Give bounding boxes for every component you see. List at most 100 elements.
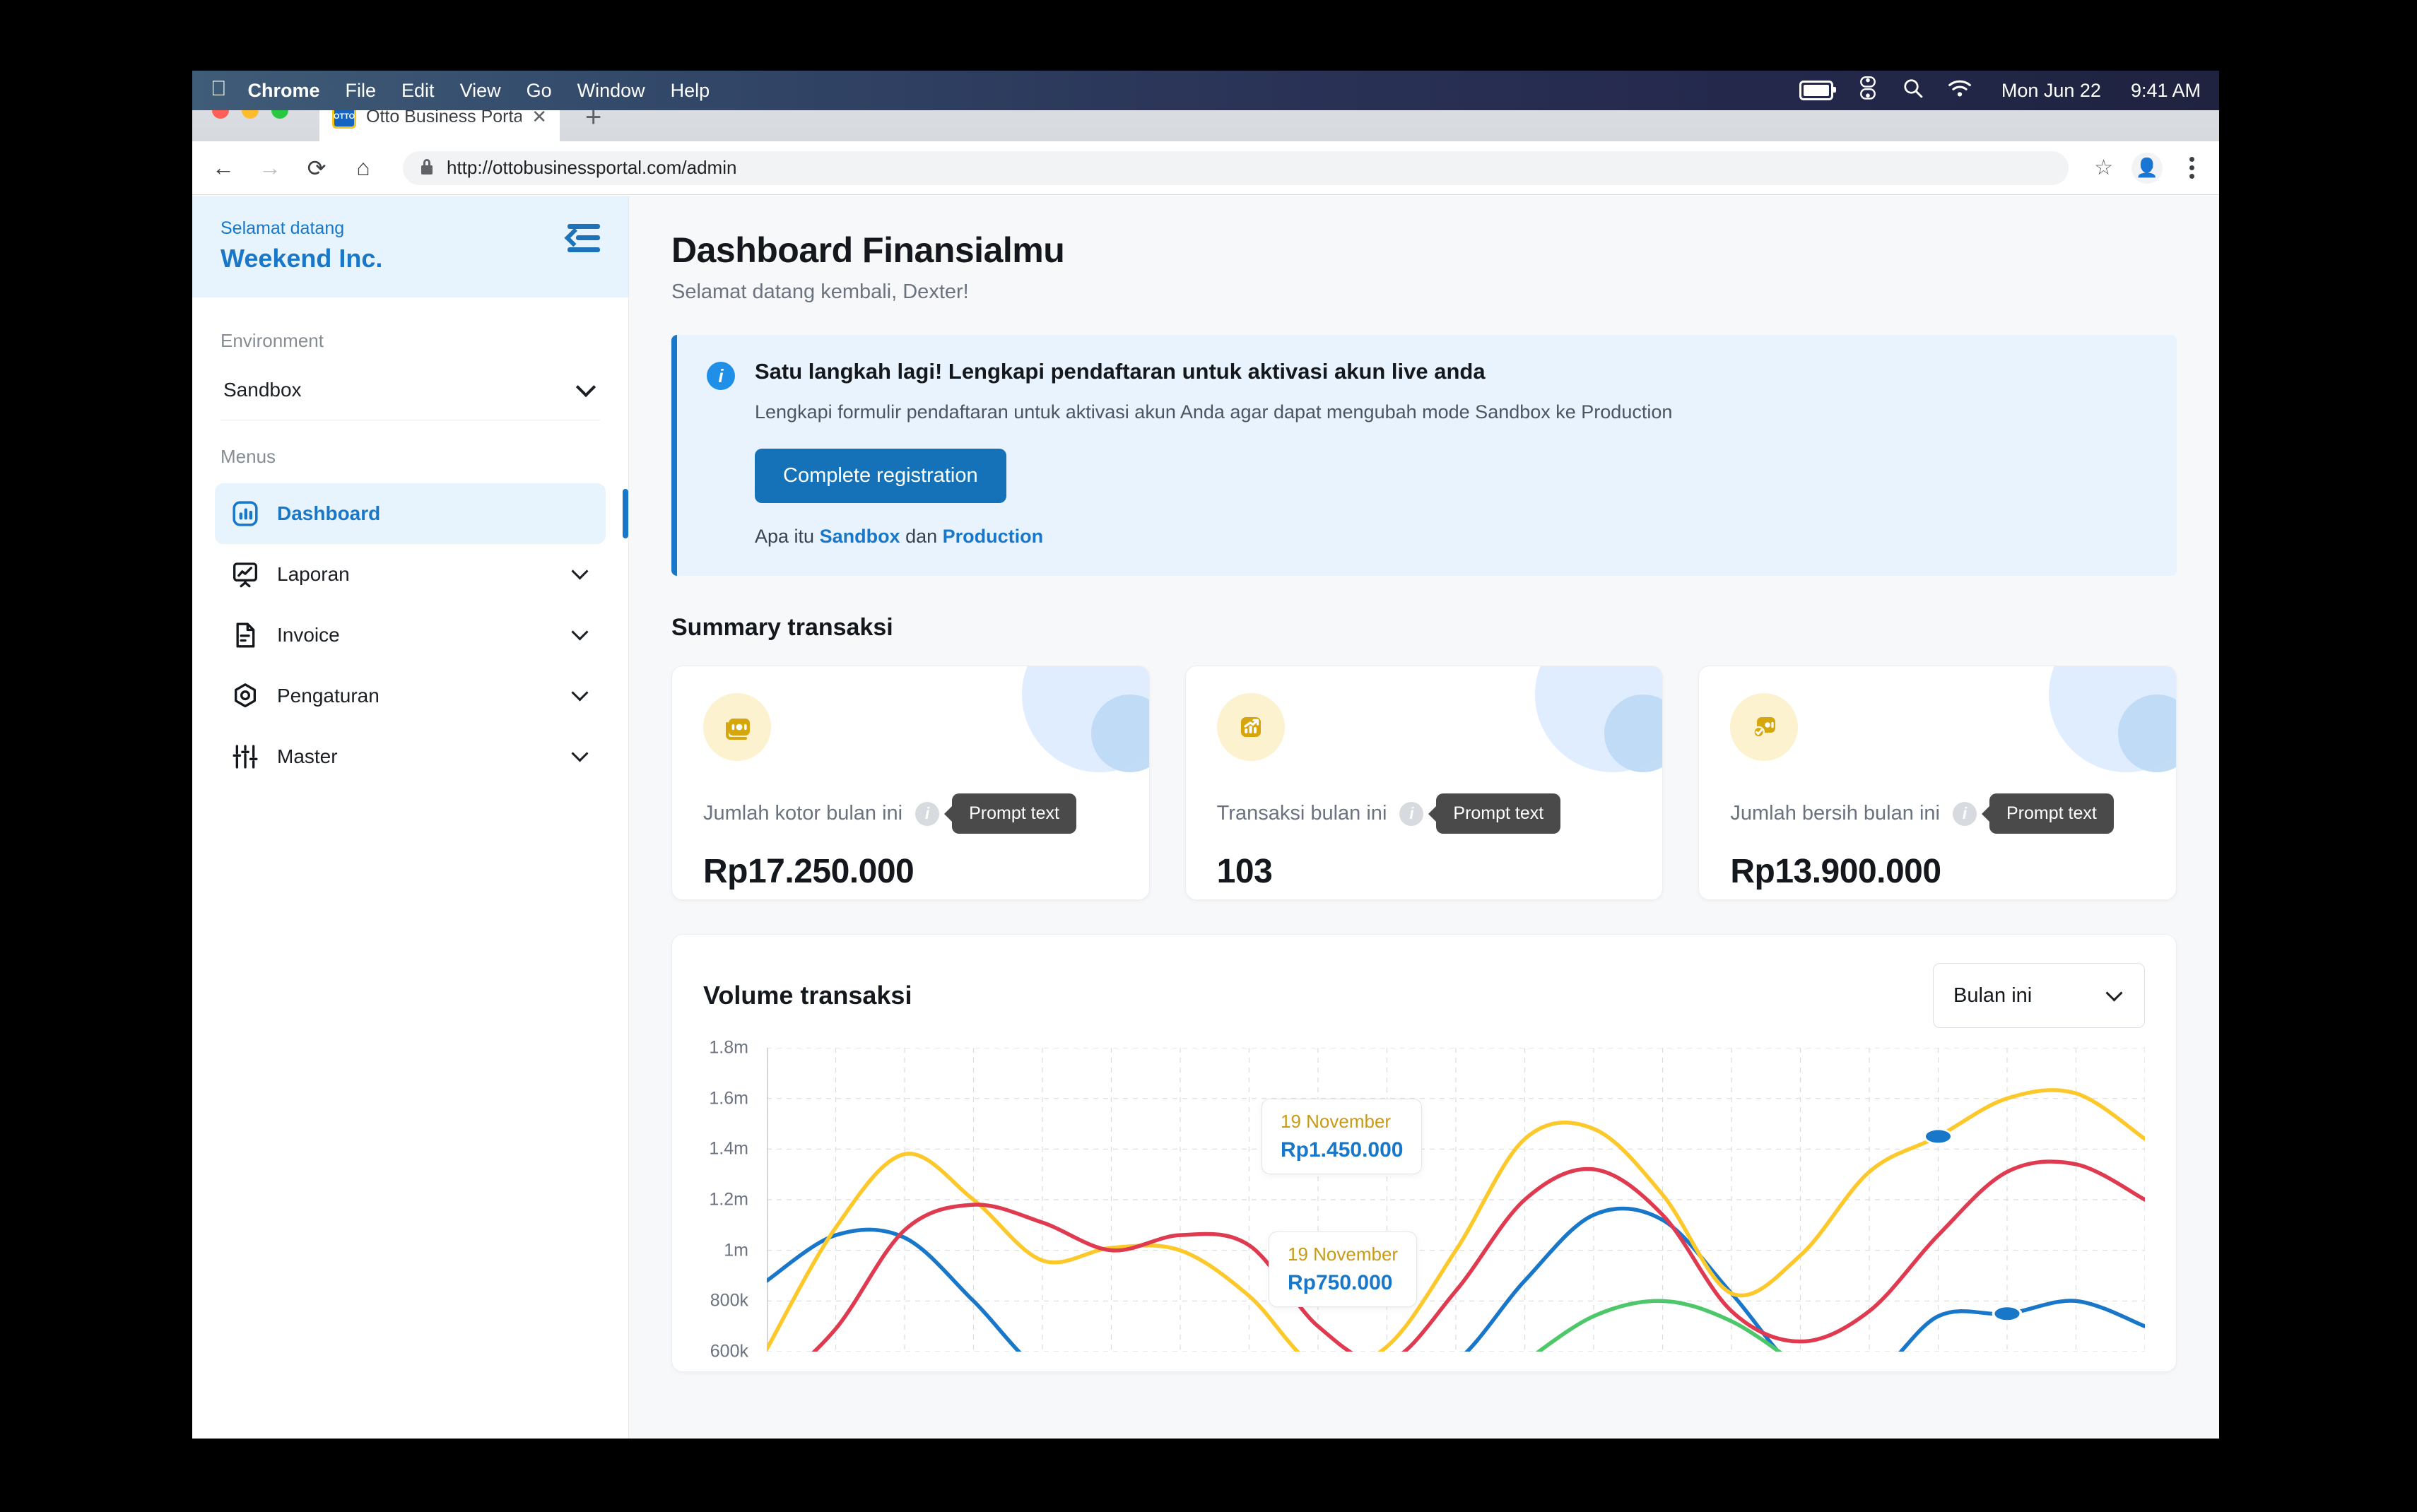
- alert-title: Satu langkah lagi! Lengkapi pendaftaran …: [755, 359, 1486, 384]
- sidebar-environment-label: Environment: [220, 329, 324, 351]
- close-tab-icon[interactable]: ✕: [531, 105, 547, 127]
- card-value: Rp13.900.000: [1730, 853, 1941, 890]
- chart-y-tick: 1m: [724, 1240, 748, 1260]
- favicon-label: OTTO: [333, 112, 355, 121]
- bookmark-star-icon[interactable]: ☆: [2094, 156, 2113, 179]
- chevron-down-icon: [571, 745, 589, 762]
- summary-cards: Jumlah kotor bulan ini i Prompt text Rp1…: [671, 666, 2177, 900]
- chevron-down-icon: [575, 377, 596, 397]
- sidebar-item-dashboard[interactable]: Dashboard: [215, 483, 628, 544]
- menu-item-file[interactable]: File: [329, 79, 377, 101]
- home-icon[interactable]: ⌂: [356, 155, 370, 180]
- chart-body: 1.8m 1.6m 1.4m 1.2m 1m 800k 600k 19 November R…: [703, 1038, 2145, 1352]
- macos-menu-bar:  Chrome File Edit View Go Window Help M…: [192, 71, 2219, 110]
- collapse-sidebar-icon[interactable]: [564, 224, 600, 252]
- registration-alert: i Satu langkah lagi! Lengkapi pendaftara…: [671, 335, 2177, 576]
- card-label-row: Jumlah bersih bulan ini i Prompt text: [1730, 793, 2145, 834]
- info-icon[interactable]: i: [1952, 801, 1977, 826]
- complete-registration-button[interactable]: Complete registration: [755, 449, 1006, 503]
- menu-item-window[interactable]: Window: [561, 79, 645, 101]
- chart-range-select[interactable]: Bulan ini: [1933, 963, 2145, 1028]
- new-tab-button[interactable]: +: [585, 102, 602, 133]
- card-label: Transaksi bulan ini: [1216, 802, 1387, 825]
- card-label-row: Jumlah kotor bulan ini i Prompt text: [703, 793, 1118, 834]
- sandbox-link[interactable]: Sandbox: [819, 526, 900, 547]
- card-label: Jumlah kotor bulan ini: [703, 802, 903, 825]
- url-text: http://ottobusinessportal.com/admin: [447, 157, 737, 178]
- search-icon[interactable]: [1903, 78, 1924, 104]
- menu-item-view[interactable]: View: [444, 79, 501, 101]
- chart-y-tick: 800k: [710, 1290, 748, 1311]
- info-icon[interactable]: i: [1399, 801, 1424, 826]
- chart-y-tick: 1.6m: [709, 1088, 748, 1109]
- menubar-time: 9:41 AM: [2130, 79, 2201, 101]
- sidebar-menu-list: Dashboard Laporan Invoice: [192, 483, 628, 787]
- browser-toolbar: ← → ⟳ ⌂ http://ottobusinessportal.com/ad…: [192, 141, 2219, 195]
- sliders-icon: [230, 742, 260, 772]
- tooltip: Prompt text: [1436, 793, 1561, 834]
- chevron-down-icon: [571, 623, 589, 641]
- card-label-row: Transaksi bulan ini i Prompt text: [1217, 793, 1632, 834]
- reload-icon[interactable]: ⟳: [307, 155, 327, 181]
- chart-range-value: Bulan ini: [1953, 984, 2033, 1007]
- battery-icon[interactable]: [1799, 81, 1836, 100]
- page-content: Selamat datang Weekend Inc. Environment …: [192, 196, 2219, 1439]
- address-bar[interactable]: http://ottobusinessportal.com/admin: [403, 150, 2069, 185]
- card-label: Jumlah bersih bulan ini: [1730, 802, 1940, 825]
- chevron-down-icon: [571, 684, 589, 702]
- decorative-blob: [1090, 695, 1149, 772]
- menu-item-edit[interactable]: Edit: [385, 79, 435, 101]
- tooltip-value: Rp750.000: [1288, 1271, 1393, 1294]
- control-center-icon[interactable]: [1857, 76, 1878, 105]
- chart-header: Volume transaksi Bulan ini: [703, 963, 2145, 1028]
- info-icon[interactable]: i: [915, 801, 940, 826]
- sidebar-item-label: Invoice: [277, 623, 340, 646]
- decorative-blob: [2118, 695, 2177, 772]
- back-arrow-icon[interactable]: ←: [212, 155, 235, 180]
- menubar-status-area: Mon Jun 22 9:41 AM: [1799, 76, 2201, 105]
- sidebar-item-master[interactable]: Master: [215, 726, 606, 787]
- sidebar: Selamat datang Weekend Inc. Environment …: [192, 196, 629, 1439]
- sidebar-item-invoice[interactable]: Invoice: [215, 605, 606, 666]
- profile-avatar-icon[interactable]: 👤: [2131, 152, 2163, 184]
- wifi-icon[interactable]: [1948, 79, 1972, 102]
- tooltip: Prompt text: [952, 793, 1076, 834]
- environment-select[interactable]: Sandbox: [220, 373, 600, 420]
- alert-footer-prefix: Apa itu: [755, 526, 820, 547]
- menu-item-help[interactable]: Help: [654, 79, 710, 101]
- card-inner: Transaksi bulan ini i Prompt text 103: [1186, 666, 1663, 899]
- alert-body: Satu langkah lagi! Lengkapi pendaftaran …: [755, 359, 1672, 548]
- sidebar-welcome-text: Selamat datang: [220, 218, 345, 238]
- sidebar-item-pengaturan[interactable]: Pengaturan: [215, 666, 606, 726]
- volume-chart-card: Volume transaksi Bulan ini 1.8m 1.6m 1.4m 1…: [671, 934, 2177, 1372]
- chart-svg: [767, 1048, 2145, 1352]
- forward-arrow-icon[interactable]: →: [259, 155, 281, 180]
- browser-window: OTTO Otto Business Portal ✕ + ← → ⟳ ⌂ ht…: [192, 76, 2219, 1439]
- page-title: Dashboard Finansialmu: [671, 230, 1065, 270]
- tooltip-date: 19 November: [1288, 1244, 1399, 1265]
- menu-item-chrome[interactable]: Chrome: [232, 79, 320, 101]
- chart-tooltip-2: 19 November Rp750.000: [1269, 1232, 1418, 1307]
- card-inner: Jumlah kotor bulan ini i Prompt text Rp1…: [672, 666, 1149, 899]
- sidebar-item-laporan[interactable]: Laporan: [215, 544, 606, 605]
- sidebar-menus-label: Menus: [220, 445, 276, 467]
- card-inner: Jumlah bersih bulan ini i Prompt text Rp…: [1699, 666, 2176, 899]
- report-icon: [230, 560, 260, 589]
- tooltip-value: Rp1.450.000: [1281, 1138, 1404, 1162]
- production-link[interactable]: Production: [942, 526, 1044, 547]
- growth-chart-icon: [1216, 693, 1285, 761]
- chart-plot-area: 1.8m 1.6m 1.4m 1.2m 1m 800k 600k: [709, 1038, 2145, 1352]
- settings-icon: [230, 681, 260, 711]
- summary-card-net: Jumlah bersih bulan ini i Prompt text Rp…: [1698, 666, 2177, 900]
- environment-value: Sandbox: [223, 378, 302, 401]
- summary-card-transactions: Transaksi bulan ini i Prompt text 103: [1184, 666, 1664, 900]
- alert-footer: Apa itu Sandbox dan Production: [755, 526, 1672, 548]
- main-content: Dashboard Finansialmu Selamat datang kem…: [629, 196, 2219, 1439]
- kebab-menu-icon[interactable]: [2181, 157, 2202, 179]
- menu-item-go[interactable]: Go: [510, 79, 552, 101]
- menubar-date: Mon Jun 22: [2001, 79, 2101, 101]
- invoice-icon: [230, 620, 260, 650]
- apple-icon[interactable]: : [211, 78, 227, 100]
- chart-y-tick: 1.8m: [709, 1037, 748, 1058]
